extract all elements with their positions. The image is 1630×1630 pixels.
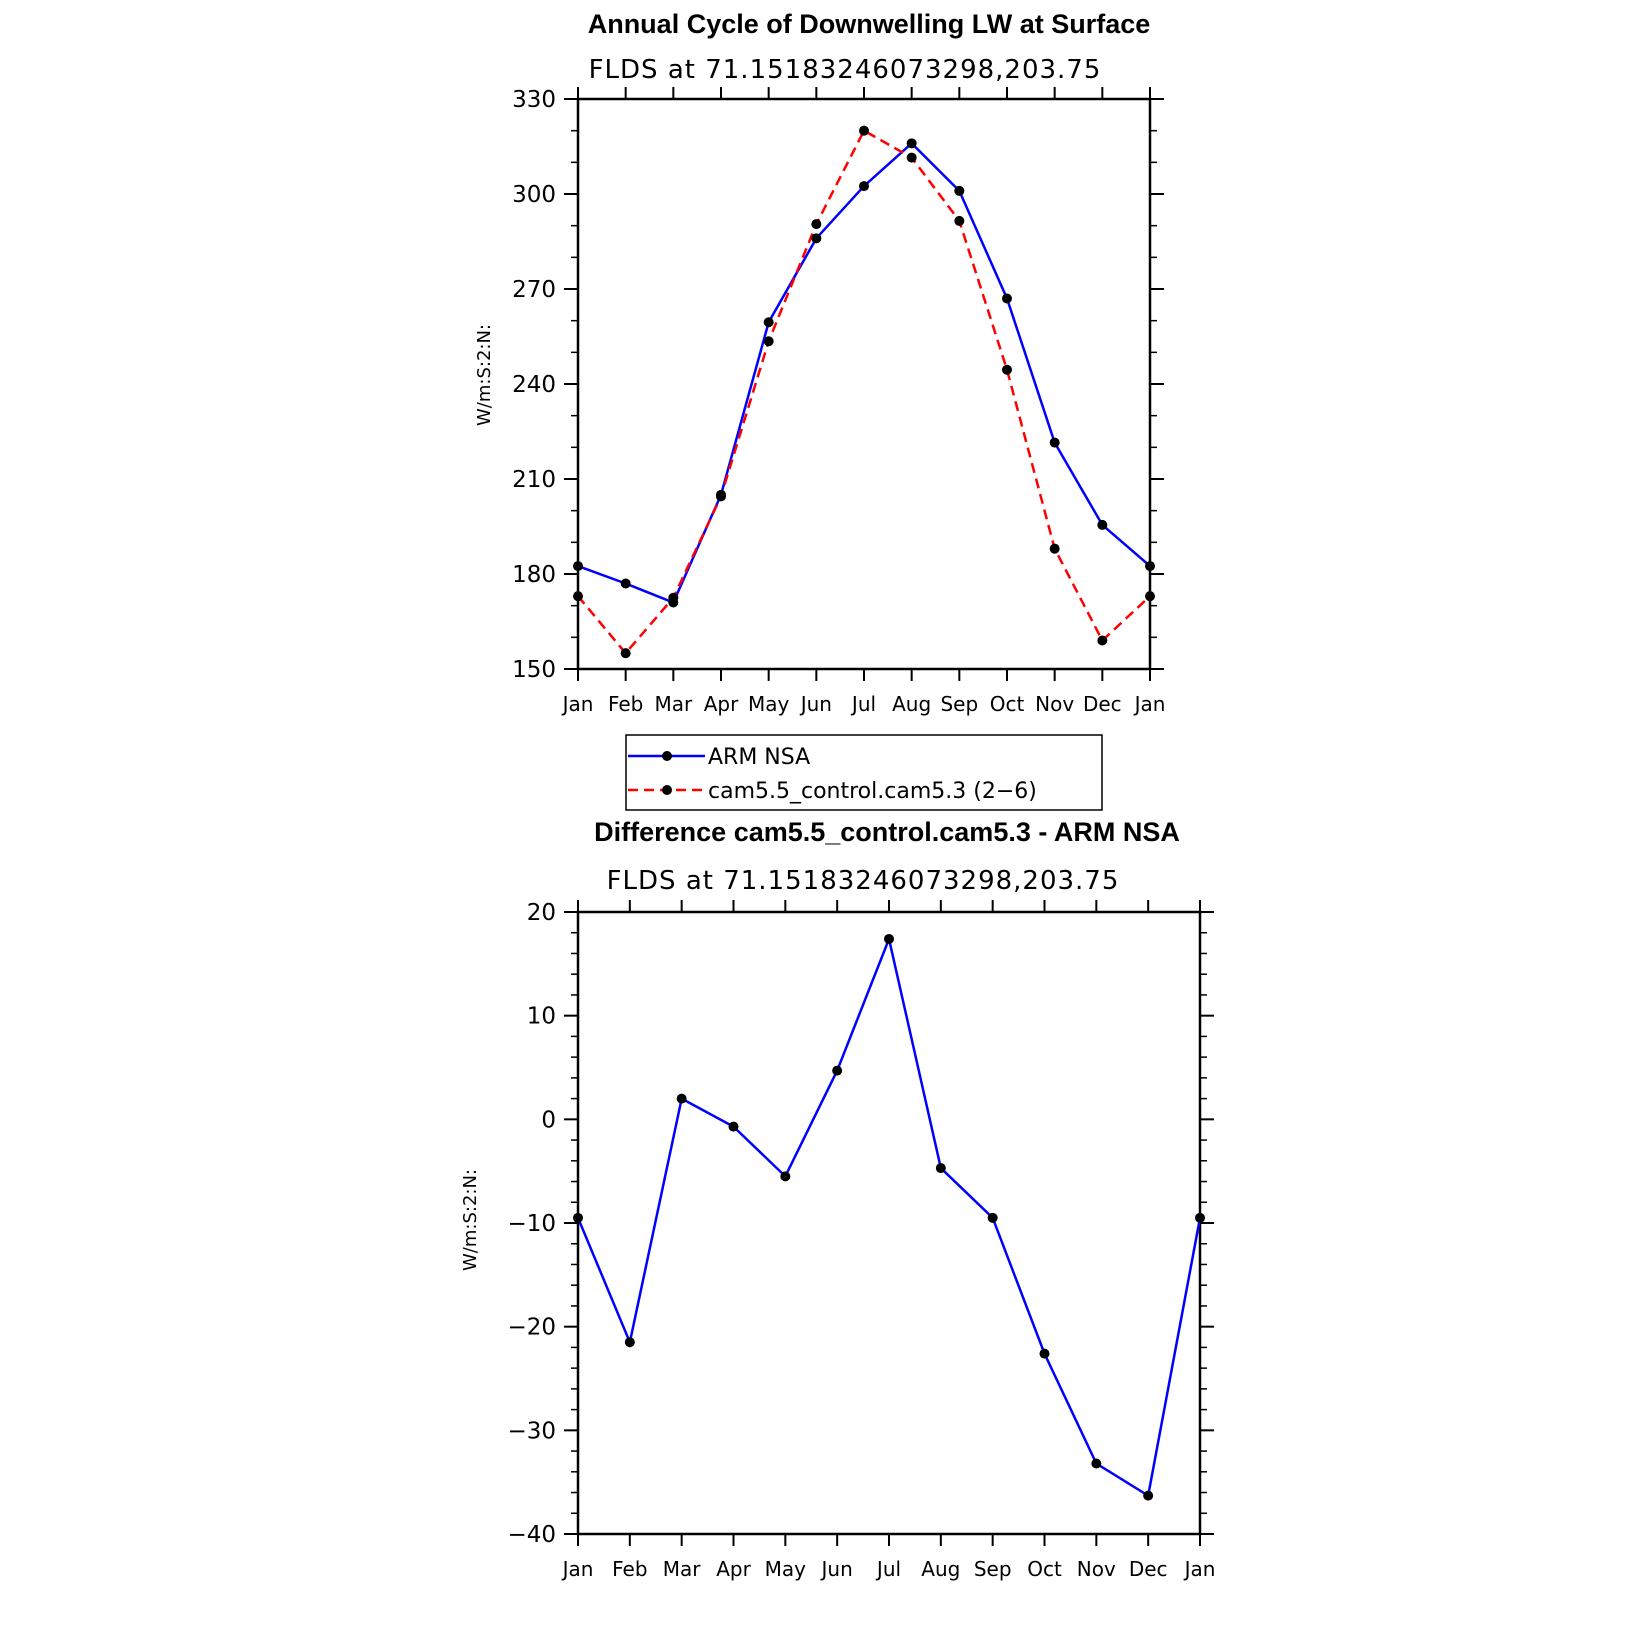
series-point-0 [987, 1212, 998, 1223]
y-tick-label: 10 [527, 1004, 556, 1030]
series-point-1 [954, 215, 965, 226]
x-tick-label: Apr [704, 692, 739, 716]
x-tick-label: Oct [1027, 1557, 1062, 1581]
x-tick-label: Jan [561, 692, 594, 716]
x-tick-label: Oct [990, 692, 1025, 716]
series-point-0 [1049, 437, 1060, 448]
y-tick-label: −30 [507, 1418, 556, 1444]
x-tick-label: Nov [1077, 1557, 1116, 1581]
x-tick-label: Apr [716, 1557, 751, 1581]
x-tick-label: Nov [1035, 692, 1074, 716]
series-point-1 [620, 648, 631, 659]
x-tick-label: Mar [654, 692, 693, 716]
y-tick-label: −10 [507, 1211, 556, 1237]
series-point-0 [1002, 293, 1012, 304]
series-point-0 [884, 933, 894, 944]
x-tick-label: Dec [1083, 692, 1122, 716]
x-tick-label: Feb [608, 692, 643, 716]
x-tick-label: Jan [1133, 692, 1166, 716]
chart1-title: Annual Cycle of Downwelling LW at Surfac… [588, 9, 1151, 39]
series-point-1 [1002, 364, 1012, 375]
y-tick-label: −20 [507, 1315, 556, 1341]
y-tick-label: 330 [512, 87, 556, 113]
series-point-1 [716, 491, 726, 502]
legend-marker-cam5 [662, 785, 672, 795]
x-tick-label: Dec [1129, 1557, 1168, 1581]
x-tick-label: Sep [974, 1557, 1012, 1581]
series-point-0 [1039, 1348, 1050, 1359]
y-tick-label: −40 [507, 1522, 556, 1548]
x-tick-label: Jul [850, 692, 876, 716]
series-point-0 [935, 1163, 946, 1174]
x-tick-label: Jun [820, 1557, 853, 1581]
series-point-1 [906, 152, 917, 163]
series-point-1 [763, 336, 774, 347]
x-tick-label: Jun [799, 692, 832, 716]
series-point-0 [811, 233, 822, 244]
series-point-0 [1143, 1490, 1154, 1501]
series-line-1 [577, 128, 1151, 656]
x-tick-label: Jul [875, 1557, 901, 1581]
series-point-0 [1195, 1212, 1205, 1223]
chart2-y-axis-label: W/m:S:2:N: [460, 1169, 481, 1271]
x-tick-label: Aug [892, 692, 931, 716]
x-tick-label: Jan [561, 1557, 594, 1581]
x-tick-label: May [748, 692, 790, 716]
series-line-0 [577, 141, 1151, 605]
series-point-0 [624, 1337, 635, 1348]
y-tick-label: 300 [512, 182, 556, 208]
legend-marker-arm-nsa [662, 751, 672, 761]
legend-label-cam5: cam5.5_control.cam5.3 (2−6) [708, 779, 1037, 804]
series-point-0 [832, 1065, 843, 1076]
chart2-plot-frame [576, 910, 1202, 1536]
y-tick-label: 20 [527, 900, 556, 926]
y-tick-label: 0 [541, 1107, 556, 1133]
x-tick-label: Mar [663, 1557, 702, 1581]
series-point-0 [573, 561, 583, 572]
series-point-0 [1145, 561, 1155, 572]
series-point-0 [954, 185, 965, 196]
series-point-0 [780, 1171, 791, 1182]
x-tick-label: Jan [1183, 1557, 1216, 1581]
series-point-0 [728, 1121, 739, 1132]
y-tick-label: 150 [512, 657, 556, 683]
legend: ARM NSA cam5.5_control.cam5.3 (2−6) [625, 734, 1103, 811]
series-point-1 [573, 591, 583, 602]
series-point-0 [1091, 1458, 1102, 1469]
series-point-1 [811, 219, 822, 230]
series-point-1 [1097, 635, 1108, 646]
difference-chart: Difference cam5.5_control.cam5.3 - ARM N… [460, 817, 1215, 1581]
series-point-0 [573, 1212, 583, 1223]
x-tick-label: Sep [940, 692, 978, 716]
y-tick-label: 180 [512, 562, 556, 588]
x-tick-label: May [765, 1557, 807, 1581]
series-point-1 [668, 592, 679, 603]
series-point-0 [676, 1093, 687, 1104]
series-point-0 [906, 138, 917, 149]
y-tick-label: 210 [512, 467, 556, 493]
series-point-0 [1097, 519, 1108, 530]
chart1-subtitle: FLDS at 71.15183246073298,203.75 [589, 55, 1102, 85]
series-point-1 [1145, 591, 1155, 602]
legend-label-arm-nsa: ARM NSA [708, 745, 810, 770]
chart1-y-axis-label: W/m:S:2:N: [474, 324, 495, 426]
series-point-0 [763, 317, 774, 328]
y-tick-label: 270 [512, 277, 556, 303]
x-tick-label: Aug [921, 1557, 960, 1581]
legend-box [625, 734, 1103, 811]
chart2-subtitle: FLDS at 71.15183246073298,203.75 [607, 866, 1120, 896]
y-tick-label: 240 [512, 372, 556, 398]
x-tick-label: Feb [612, 1557, 647, 1581]
series-point-1 [1049, 543, 1060, 554]
series-point-1 [859, 125, 869, 136]
chart2-title: Difference cam5.5_control.cam5.3 - ARM N… [594, 817, 1180, 847]
series-point-0 [620, 578, 631, 589]
annual-cycle-chart: Annual Cycle of Downwelling LW at Surfac… [474, 9, 1165, 716]
series-point-0 [859, 181, 869, 192]
series-line-0 [576, 934, 1202, 1498]
